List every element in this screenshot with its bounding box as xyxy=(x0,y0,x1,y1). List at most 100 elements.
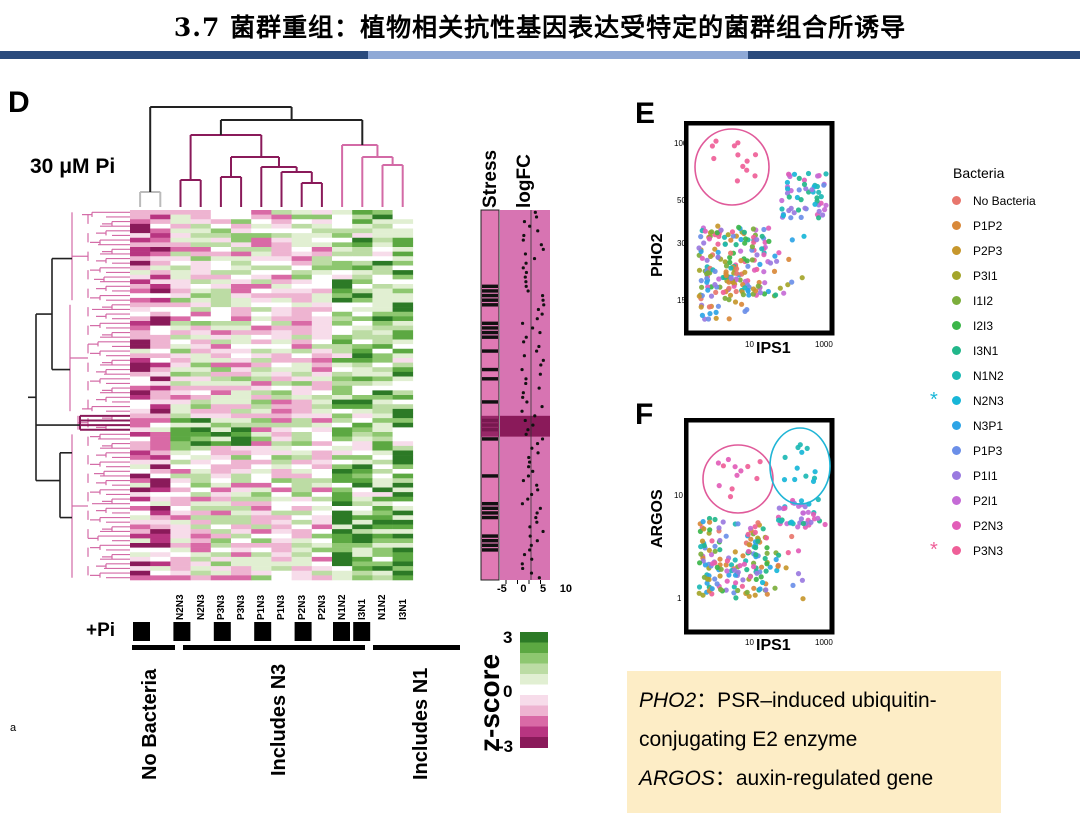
heatmap-cell xyxy=(170,436,191,442)
heatmap-cell xyxy=(150,274,171,280)
heatmap-cell xyxy=(332,395,353,400)
heatmap-cell xyxy=(291,228,313,234)
legend-label: P3I1 xyxy=(973,268,998,283)
scatter-point xyxy=(712,576,718,582)
scatter-point xyxy=(754,252,760,258)
heatmap-cell xyxy=(170,482,191,488)
heatmap-cell xyxy=(170,316,191,322)
heatmap-cell xyxy=(170,501,191,507)
legend-item: * N2N3 xyxy=(930,388,1036,413)
scatter-point xyxy=(786,256,792,262)
sample-label: I3N1 xyxy=(357,598,369,620)
heatmap-cell xyxy=(372,242,393,248)
heatmap-cell xyxy=(251,543,272,548)
heatmap-cell xyxy=(332,482,353,488)
heatmap-cell xyxy=(190,316,212,322)
scatter-point xyxy=(801,181,808,187)
heatmap-cell xyxy=(150,395,171,400)
scatter-point xyxy=(713,138,719,144)
slide-title: 3.7 菌群重组：植物相关抗性基因表达受特定的菌群组合所诱导 xyxy=(173,13,907,42)
heatmap-cell xyxy=(291,538,313,544)
heatmap-cell xyxy=(190,455,212,461)
scatter-point xyxy=(755,520,761,526)
heatmap-cell xyxy=(251,445,272,451)
heatmap-cell xyxy=(190,469,212,474)
logfc-point xyxy=(521,478,526,483)
scatter-point xyxy=(805,509,811,515)
heatmap-cell xyxy=(190,459,212,465)
heatmap-cell xyxy=(392,321,414,326)
heatmap-cell xyxy=(150,260,171,266)
heatmap-cell xyxy=(291,524,313,530)
heatmap-cell xyxy=(251,469,272,474)
scatter-point xyxy=(779,197,785,204)
heatmap-cell xyxy=(372,473,393,479)
heatmap-cell xyxy=(150,450,171,456)
group-bracket xyxy=(132,645,175,650)
scatter-point xyxy=(771,268,778,274)
heatmap-cell xyxy=(352,395,373,400)
heatmap-cell xyxy=(210,376,232,382)
zscore-swatch xyxy=(520,695,548,706)
heatmap-cell xyxy=(372,436,393,442)
scatter-point xyxy=(734,270,740,277)
scatter-point xyxy=(745,548,752,555)
heatmap-cell xyxy=(271,260,292,266)
scatter-point xyxy=(701,240,707,246)
heatmap-cell xyxy=(332,293,353,299)
legend-swatch xyxy=(952,321,961,330)
heatmap-cell xyxy=(392,270,414,276)
zscore-swatch xyxy=(520,684,548,696)
heatmap-cell xyxy=(130,358,151,363)
legend-item: P3I1 xyxy=(930,263,1036,288)
heatmap-cell xyxy=(210,381,232,387)
heatmap-cell xyxy=(291,510,313,516)
heatmap-cell xyxy=(130,473,151,479)
logfc-point xyxy=(538,330,542,335)
heatmap-cell xyxy=(210,316,232,322)
heatmap-cell xyxy=(210,214,232,220)
heatmap-cell xyxy=(130,302,151,308)
heatmap-cell xyxy=(210,469,232,474)
heatmap-cell xyxy=(271,376,292,382)
heatmap-cell xyxy=(311,566,333,572)
heatmap-cell xyxy=(231,432,252,437)
heatmap-cell xyxy=(170,210,191,215)
heatmap-cell xyxy=(332,242,353,248)
heatmap-cell xyxy=(190,210,212,215)
heatmap-cell xyxy=(251,515,272,521)
scatter-point xyxy=(727,494,734,500)
heatmap-cell xyxy=(210,233,232,239)
scatter-point xyxy=(774,258,780,264)
heatmap-cell xyxy=(372,556,393,562)
heatmap-cell xyxy=(332,533,353,539)
heatmap-cell xyxy=(150,404,171,410)
heatmap-cell xyxy=(190,288,212,294)
heatmap-cell xyxy=(210,223,232,229)
heatmap-cell xyxy=(130,432,151,437)
heatmap-cell xyxy=(170,427,191,433)
zscore-swatch xyxy=(520,653,548,664)
panel-f-xtick: 10 xyxy=(745,638,754,647)
scatter-point xyxy=(716,525,722,531)
heatmap-cell xyxy=(190,362,212,368)
logfc-point xyxy=(534,515,538,520)
heatmap-cell xyxy=(210,385,232,391)
scatter-point xyxy=(707,311,713,317)
heatmap-cell xyxy=(130,214,151,220)
logfc-point xyxy=(525,400,529,404)
scatter-point xyxy=(722,259,728,265)
heatmap-cell xyxy=(271,575,292,581)
heatmap-cell xyxy=(210,395,232,400)
heatmap-cell xyxy=(231,450,252,456)
heatmap-cell xyxy=(210,464,232,470)
heatmap-cell xyxy=(372,362,393,368)
scatter-point xyxy=(704,257,710,263)
heatmap-cell xyxy=(231,353,252,359)
zscore-tick-top: 3 xyxy=(503,628,513,647)
heatmap-cell xyxy=(231,297,252,303)
bacteria-legend: No Bacteria P1P2 P2P3 P3I1 I1I2 I2I3 I3N1 N1N2 *… xyxy=(930,188,1036,563)
heatmap-cell xyxy=(170,344,191,350)
scatter-point xyxy=(728,275,734,281)
heatmap-cell xyxy=(170,455,191,461)
